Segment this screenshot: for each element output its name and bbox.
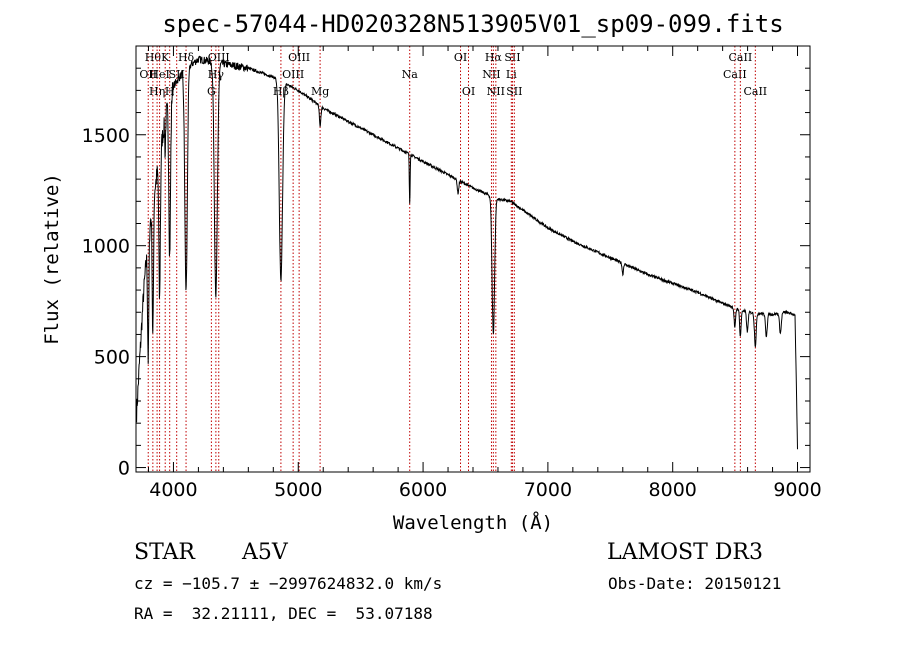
line-marker-label: HeI — [149, 68, 169, 81]
survey-name: LAMOST DR3 — [607, 540, 763, 565]
chart-title: spec-57044-HD020328N513905V01_sp09-099.f… — [162, 10, 783, 38]
plot-frame — [135, 45, 811, 473]
line-marker-label: SII — [504, 51, 520, 64]
line-marker-label: OIII — [282, 68, 304, 81]
line-marker-label: OIII — [208, 51, 230, 64]
line-marker-label: SII — [506, 85, 522, 98]
y-tick-label: 1500 — [82, 125, 130, 147]
x-tick-label: 5000 — [274, 479, 322, 501]
line-marker-label: CaII — [743, 85, 767, 98]
line-marker-label: OIII — [288, 51, 310, 64]
y-tick-label: 500 — [94, 347, 130, 369]
line-marker-label: NII — [487, 85, 505, 98]
spectrum-line — [136, 55, 798, 450]
line-markers: OIIHθHηHeIKHSIIHδGHγOIIIHβOIIIOIIIMgNaOI… — [139, 46, 767, 472]
line-marker-label: G — [207, 85, 216, 98]
coordinates-line: RA = 32.21111, DEC = 53.07188 — [134, 604, 433, 623]
line-marker-label: CaII — [723, 68, 747, 81]
x-tick-label: 9000 — [773, 479, 821, 501]
object-class: STAR — [134, 540, 195, 565]
line-marker-label: Mg — [311, 85, 329, 98]
y-tick-label: 0 — [118, 458, 130, 480]
line-marker-label: OI — [462, 85, 475, 98]
line-marker-label: CaII — [729, 51, 753, 64]
line-marker-label: NII — [482, 68, 500, 81]
observation-date: Obs-Date: 20150121 — [608, 574, 782, 593]
x-tick-label: 4000 — [149, 479, 197, 501]
x-axis-label: Wavelength (Å) — [393, 511, 553, 534]
line-marker-label: Na — [402, 68, 419, 81]
line-marker-label: Hθ — [145, 51, 162, 64]
y-axis-label: Flux (relative) — [41, 173, 63, 345]
x-tick-label: 7000 — [524, 479, 572, 501]
x-tick-label: 8000 — [649, 479, 697, 501]
line-marker-label: K — [161, 51, 170, 64]
line-marker-label: Hγ — [208, 68, 225, 81]
line-marker-label: Hα — [485, 51, 503, 64]
redshift-line: cz = −105.7 ± −2997624832.0 km/s — [134, 574, 443, 593]
line-marker-label: Hβ — [273, 85, 289, 98]
x-tick-label: 6000 — [399, 479, 447, 501]
object-subclass: A5V — [242, 540, 288, 565]
line-marker-label: OI — [454, 51, 467, 64]
spectrum-chart: spec-57044-HD020328N513905V01_sp09-099.f… — [41, 10, 822, 534]
line-marker-label: H — [165, 85, 175, 98]
x-axis-ticks: 4000 5000 6000 7000 8000 9000 — [147, 46, 822, 501]
y-tick-label: 1000 — [82, 236, 130, 258]
line-marker-label: Hδ — [178, 51, 195, 64]
y-axis-ticks: 0 500 1000 1500 — [82, 67, 810, 480]
line-marker-label: Hη — [149, 85, 165, 98]
line-marker-label: Li — [506, 68, 517, 81]
